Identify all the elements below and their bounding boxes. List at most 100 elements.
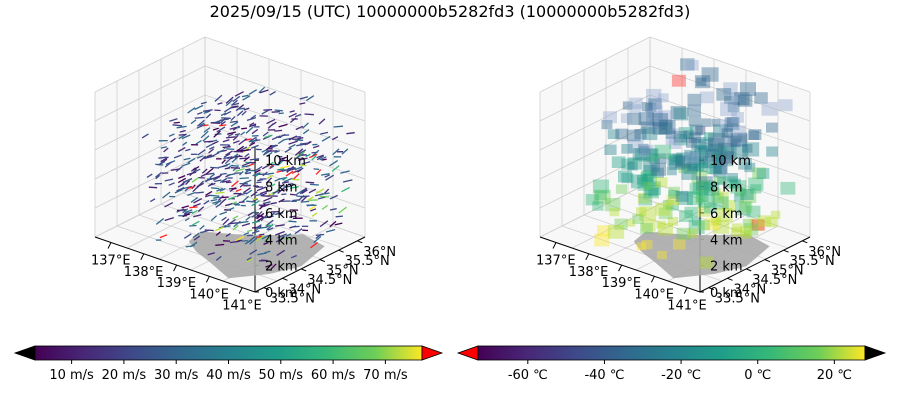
wind-vector [256, 235, 263, 239]
temperature-voxel [742, 142, 760, 157]
temperature-voxel [640, 172, 657, 187]
wind-vector [239, 149, 250, 152]
wind-vector [194, 104, 204, 111]
wind-vector [187, 157, 196, 164]
wind-vector [184, 209, 193, 214]
temperature-voxel [655, 177, 668, 188]
wind-vector [289, 215, 296, 218]
temperature-voxel [737, 94, 753, 107]
wind-vector [241, 222, 251, 227]
wind-vector [217, 102, 223, 105]
wind-vector [239, 220, 249, 224]
wind-vector [250, 191, 258, 197]
wind-vector [321, 135, 331, 142]
wind-vector [246, 200, 255, 203]
wind-vector [178, 133, 187, 136]
temperature-voxel [626, 219, 636, 227]
wind-vector [269, 212, 276, 218]
grid-line [319, 259, 326, 263]
wind-vector [274, 109, 283, 112]
temperature-voxel [658, 207, 673, 220]
temperature-voxel [713, 176, 724, 185]
wind-vector [291, 225, 300, 228]
temperature-voxel [697, 206, 711, 217]
grid-line [727, 277, 733, 281]
wind-vector [225, 96, 234, 104]
temperature-voxel [695, 126, 706, 135]
temperature-voxel [638, 193, 653, 206]
wind-vector [219, 188, 226, 192]
temperature-voxel [675, 190, 689, 202]
wind-vector [313, 168, 320, 171]
colorbar-extend-low [13, 345, 36, 361]
temperature-voxel [695, 195, 706, 204]
wind-vector [295, 125, 304, 131]
wind-vector [294, 148, 304, 156]
wind-vector [160, 146, 167, 149]
temperature-voxel [648, 155, 659, 164]
temperature-voxel [654, 144, 672, 159]
wind-vector [281, 168, 290, 173]
alt-tick-label: 2 km [265, 260, 298, 275]
temperature-voxel [652, 122, 668, 135]
wind-vector [210, 166, 220, 169]
wind-vector [243, 156, 251, 162]
wind-vector [277, 235, 285, 243]
wind-vector [148, 186, 158, 189]
temperature-voxel [603, 111, 617, 124]
alt-tick-label: 8 km [710, 181, 743, 196]
temperature-voxel [698, 220, 710, 231]
wind-vector [265, 172, 274, 176]
wind-vector [162, 191, 171, 199]
wind-vector [238, 107, 245, 110]
temperature-voxel [604, 198, 621, 212]
temperature-voxel [650, 162, 666, 176]
wind-vector [176, 125, 187, 129]
wind-vector [305, 153, 311, 158]
wind-vector [186, 171, 197, 176]
wind-vector [222, 177, 228, 182]
wind-vector [251, 211, 257, 214]
wind-vector [251, 128, 259, 135]
temperature-voxel [646, 111, 663, 126]
lon-tick-label: 138°E [124, 265, 164, 280]
colorbar-gradient [34, 345, 423, 361]
temperature-voxel [641, 239, 653, 250]
grid-line [699, 236, 811, 293]
wind-vector [312, 145, 320, 149]
temperature-voxel [691, 170, 708, 184]
wind-vector [255, 224, 262, 230]
temperature-voxel [742, 143, 753, 153]
wind-vector [202, 109, 213, 112]
temperature-voxel [698, 138, 713, 152]
grid-line [204, 94, 366, 151]
wind-vector [256, 186, 267, 192]
grid-line [539, 181, 651, 238]
temperature-voxel [675, 155, 691, 169]
wind-vector [241, 239, 248, 242]
colorbar-tick-label: 20 m/s [102, 368, 147, 383]
temperature-voxel [670, 106, 686, 120]
wind-vector [311, 149, 320, 157]
wind-vector [235, 239, 242, 243]
wind-vector [309, 206, 316, 211]
wind-vector [284, 184, 294, 189]
wind-vector [195, 191, 204, 194]
grid-line [708, 287, 714, 291]
temperature-voxel [635, 148, 651, 162]
temperature-voxel [734, 92, 750, 106]
temperature-voxel [643, 181, 654, 190]
wind-vector [189, 224, 197, 227]
wind-vector [306, 95, 315, 102]
wind-vector [219, 198, 227, 205]
wind-vector [214, 179, 222, 183]
wind-vector [241, 110, 247, 116]
wind-vector [269, 165, 275, 170]
wind-vector [191, 220, 200, 226]
temperature-voxel [689, 124, 703, 136]
temperature-voxel [748, 129, 762, 140]
wind-vector [331, 136, 339, 141]
wind-vector-panel: 0 km 2 km 4 km 6 km 8 km 10 km 33.5°N34°N34.5°… [91, 36, 396, 314]
lat-tick-label: 35°N [771, 264, 804, 279]
temperature-voxel [740, 189, 757, 203]
